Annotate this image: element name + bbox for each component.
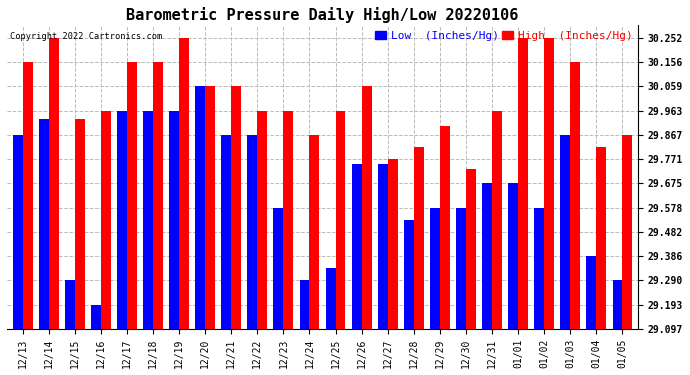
Bar bbox=[492, 111, 502, 329]
Bar bbox=[195, 86, 205, 329]
Bar bbox=[613, 280, 622, 329]
Bar bbox=[586, 256, 596, 329]
Bar bbox=[49, 38, 59, 329]
Bar bbox=[352, 164, 362, 329]
Bar bbox=[231, 86, 241, 329]
Bar bbox=[221, 135, 231, 329]
Bar bbox=[388, 159, 397, 329]
Bar bbox=[75, 119, 85, 329]
Bar bbox=[91, 305, 101, 329]
Bar bbox=[544, 38, 554, 329]
Bar bbox=[335, 111, 346, 329]
Bar bbox=[101, 111, 110, 329]
Bar bbox=[273, 208, 284, 329]
Bar bbox=[534, 208, 544, 329]
Bar bbox=[179, 38, 189, 329]
Bar bbox=[456, 208, 466, 329]
Bar bbox=[560, 135, 570, 329]
Bar bbox=[248, 135, 257, 329]
Bar bbox=[143, 111, 153, 329]
Legend: Low  (Inches/Hg), High  (Inches/Hg): Low (Inches/Hg), High (Inches/Hg) bbox=[375, 31, 633, 41]
Bar bbox=[430, 208, 440, 329]
Bar bbox=[326, 268, 335, 329]
Bar bbox=[205, 86, 215, 329]
Bar bbox=[12, 135, 23, 329]
Bar bbox=[65, 280, 75, 329]
Bar bbox=[23, 62, 32, 329]
Bar bbox=[596, 147, 607, 329]
Bar bbox=[466, 169, 476, 329]
Bar bbox=[482, 183, 492, 329]
Bar bbox=[169, 111, 179, 329]
Bar bbox=[257, 111, 267, 329]
Bar bbox=[299, 280, 310, 329]
Bar bbox=[404, 220, 414, 329]
Bar bbox=[440, 126, 450, 329]
Bar bbox=[310, 135, 319, 329]
Bar bbox=[39, 119, 49, 329]
Bar bbox=[518, 38, 528, 329]
Bar bbox=[127, 62, 137, 329]
Text: Copyright 2022 Cartronics.com: Copyright 2022 Cartronics.com bbox=[10, 32, 162, 40]
Bar bbox=[362, 86, 371, 329]
Bar bbox=[117, 111, 127, 329]
Bar bbox=[570, 62, 580, 329]
Bar bbox=[622, 135, 632, 329]
Bar bbox=[153, 62, 163, 329]
Bar bbox=[284, 111, 293, 329]
Bar bbox=[378, 164, 388, 329]
Title: Barometric Pressure Daily High/Low 20220106: Barometric Pressure Daily High/Low 20220… bbox=[126, 7, 519, 23]
Bar bbox=[509, 183, 518, 329]
Bar bbox=[414, 147, 424, 329]
